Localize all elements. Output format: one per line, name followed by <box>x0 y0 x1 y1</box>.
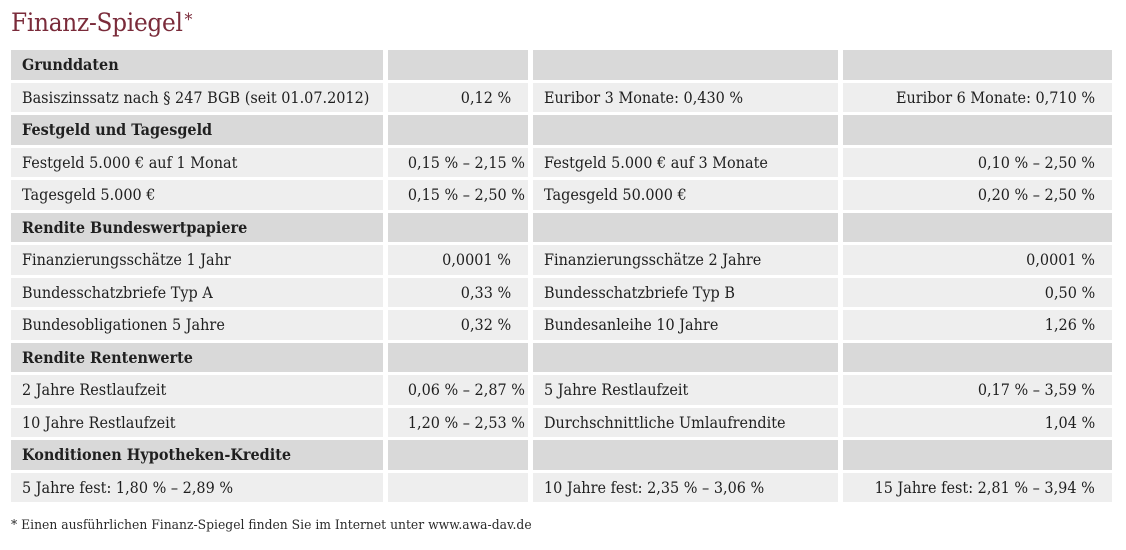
header-filler <box>843 440 1112 470</box>
row-value: 0,32 % <box>388 310 528 340</box>
header-filler <box>533 115 838 145</box>
row-value: 0,15 % – 2,50 % <box>388 180 528 210</box>
row-value <box>388 472 528 502</box>
row-value: 0,17 % – 3,59 % <box>843 375 1112 405</box>
header-filler <box>533 342 838 372</box>
header-filler <box>388 115 528 145</box>
row-label: Finanzierungsschätze 2 Jahre <box>533 245 838 275</box>
row-label: Bundesobligationen 5 Jahre <box>11 310 383 340</box>
header-filler <box>388 50 528 80</box>
section-heading: Grunddaten <box>11 50 383 80</box>
finance-table: Grunddaten Basiszinssatz nach § 247 BGB … <box>11 50 1112 502</box>
section-heading: Festgeld und Tagesgeld <box>11 115 383 145</box>
row-label: 10 Jahre fest: 2,35 % – 3,06 % <box>533 472 838 502</box>
row-value: 1,04 % <box>843 407 1112 437</box>
row-value: 0,0001 % <box>388 245 528 275</box>
row-value: 15 Jahre fest: 2,81 % – 3,94 % <box>843 472 1112 502</box>
footnote: * Einen ausführlichen Finanz-Spiegel fin… <box>11 518 532 533</box>
row-label: Finanzierungsschätze 1 Jahr <box>11 245 383 275</box>
row-value: 0,50 % <box>843 277 1112 307</box>
row-label: Tagesgeld 50.000 € <box>533 180 838 210</box>
row-label: 5 Jahre fest: 1,80 % – 2,89 % <box>11 472 383 502</box>
row-label: Basiszinssatz nach § 247 BGB (seit 01.07… <box>11 82 383 112</box>
section-heading: Rendite Rentenwerte <box>11 342 383 372</box>
header-filler <box>533 440 838 470</box>
header-filler <box>533 50 838 80</box>
row-label: 2 Jahre Restlaufzeit <box>11 375 383 405</box>
row-value: 0,10 % – 2,50 % <box>843 147 1112 177</box>
row-label: Durchschnittliche Umlaufrendite <box>533 407 838 437</box>
row-label: 10 Jahre Restlaufzeit <box>11 407 383 437</box>
title-footnote-marker: * <box>184 10 193 30</box>
row-label: Bundesschatzbriefe Typ B <box>533 277 838 307</box>
row-value: 0,15 % – 2,15 % <box>388 147 528 177</box>
header-filler <box>843 342 1112 372</box>
header-filler <box>388 212 528 242</box>
row-label: Festgeld 5.000 € auf 3 Monate <box>533 147 838 177</box>
row-value: 0,33 % <box>388 277 528 307</box>
header-filler <box>843 212 1112 242</box>
row-value: 1,26 % <box>843 310 1112 340</box>
row-value: 0,0001 % <box>843 245 1112 275</box>
row-label: Tagesgeld 5.000 € <box>11 180 383 210</box>
row-label: Festgeld 5.000 € auf 1 Monat <box>11 147 383 177</box>
row-value: 0,06 % – 2,87 % <box>388 375 528 405</box>
row-value: 1,20 % – 2,53 % <box>388 407 528 437</box>
header-filler <box>533 212 838 242</box>
row-label: 5 Jahre Restlaufzeit <box>533 375 838 405</box>
row-value: 0,12 % <box>388 82 528 112</box>
row-value: 0,20 % – 2,50 % <box>843 180 1112 210</box>
title-text: Finanz-Spiegel <box>11 8 183 37</box>
header-filler <box>388 342 528 372</box>
section-heading: Konditionen Hypotheken-Kredite <box>11 440 383 470</box>
header-filler <box>843 115 1112 145</box>
section-heading: Rendite Bundeswertpapiere <box>11 212 383 242</box>
header-filler <box>843 50 1112 80</box>
row-value: Euribor 6 Monate: 0,710 % <box>843 82 1112 112</box>
row-label: Bundesschatzbriefe Typ A <box>11 277 383 307</box>
page-title: Finanz-Spiegel * <box>11 8 192 37</box>
row-label: Euribor 3 Monate: 0,430 % <box>533 82 838 112</box>
row-label: Bundesanleihe 10 Jahre <box>533 310 838 340</box>
header-filler <box>388 440 528 470</box>
